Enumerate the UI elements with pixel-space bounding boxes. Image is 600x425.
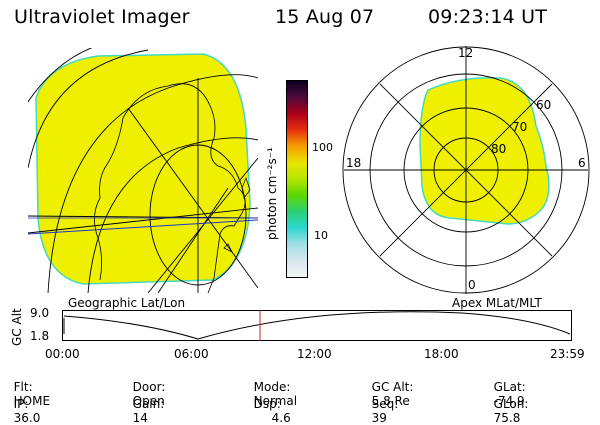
image-date: 15 Aug 07	[275, 6, 375, 28]
polar-caption: Apex MLat/MLT	[452, 296, 542, 310]
geographic-caption: Geographic Lat/Lon	[68, 296, 186, 310]
geographic-map	[28, 48, 258, 293]
status-seq: Seq: 39	[364, 383, 399, 425]
mlat-label-60: 60	[536, 98, 552, 112]
mlt-label-12: 12	[458, 46, 474, 60]
glon-value: 75.8	[493, 411, 521, 425]
mlt-label-0: 0	[468, 278, 476, 292]
seq-label: Seq:	[371, 397, 399, 411]
flt-label: Flt:	[13, 380, 33, 394]
mode-label: Mode:	[253, 380, 291, 394]
timeline-y-top: 9.0	[30, 306, 50, 320]
instrument-title: Ultraviolet Imager	[14, 6, 190, 28]
timeline-tick-0600: 06:00	[174, 347, 209, 361]
ip-label: IP:	[13, 397, 29, 411]
color-scale-bar	[286, 80, 308, 278]
auroral-image-polar	[419, 77, 550, 225]
colorbar-unit-label: photon cm⁻²s⁻¹	[265, 147, 279, 240]
timeline-tick-0000: 00:00	[45, 347, 80, 361]
gain-label: Gain:	[132, 397, 165, 411]
timeline-tick-2359: 23:59	[550, 347, 585, 361]
altitude-curve	[63, 311, 571, 340]
glon-label: GLon:	[493, 397, 529, 411]
glat-label: GLat:	[493, 380, 526, 394]
mlat-label-70: 70	[512, 120, 528, 134]
mlt-label-18: 18	[346, 156, 362, 170]
timeline-y-bottom: 1.8	[30, 329, 50, 343]
colorbar-tick-10: 10	[314, 229, 328, 242]
mlt-label-6: 6	[578, 156, 586, 170]
timeline-tick-1800: 18:00	[424, 347, 459, 361]
coastline	[94, 83, 246, 293]
mlat-label-80: 80	[491, 142, 507, 156]
status-gain: Gain: 14	[125, 383, 165, 425]
dsp-value: 4.6	[271, 411, 291, 425]
image-time: 09:23:14 UT	[428, 6, 548, 28]
door-label: Door:	[132, 380, 166, 394]
seq-value: 39	[371, 411, 387, 425]
timeline-ylabel: GC Alt	[10, 308, 24, 346]
ip-value: 36.0	[13, 411, 41, 425]
status-ip: IP: 36.0	[6, 383, 41, 425]
status-dsp: Dsp: 4.6	[246, 383, 291, 425]
gain-value: 14	[132, 411, 148, 425]
dsp-label: Dsp:	[253, 397, 281, 411]
orbit-altitude-timeline	[62, 310, 572, 341]
colorbar-tick-100: 100	[312, 141, 333, 154]
polar-mlt-plot	[342, 46, 590, 294]
status-glon: GLon: 75.8	[486, 383, 529, 425]
gcalt-label: GC Alt:	[371, 380, 414, 394]
timeline-tick-1200: 12:00	[297, 347, 332, 361]
polar-grid	[342, 46, 590, 294]
